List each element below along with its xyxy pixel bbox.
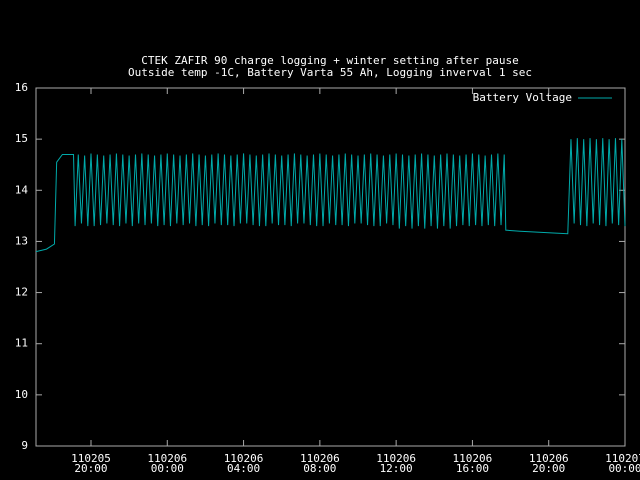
x-tick-label: 110206 [376,452,416,465]
data-line [35,138,626,253]
x-tick-label: 20:00 [532,462,565,475]
legend-label: Battery Voltage [473,91,572,104]
x-tick-label: 04:00 [227,462,260,475]
x-tick-label: 20:00 [74,462,107,475]
chart-subtitle: Outside temp -1C, Battery Varta 55 Ah, L… [128,66,532,79]
y-tick-label: 10 [15,388,28,401]
y-tick-label: 11 [15,337,28,350]
x-tick-label: 110206 [224,452,264,465]
x-tick-label: 110205 [71,452,111,465]
x-tick-label: 110206 [300,452,340,465]
y-tick-label: 13 [15,234,28,247]
x-tick-label: 110207 [605,452,640,465]
x-tick-label: 08:00 [303,462,336,475]
y-tick-label: 12 [15,286,28,299]
y-tick-label: 9 [21,439,28,452]
y-tick-label: 15 [15,132,28,145]
x-tick-label: 00:00 [608,462,640,475]
x-tick-label: 110206 [529,452,569,465]
x-tick-label: 110206 [147,452,187,465]
y-tick-label: 16 [15,81,28,94]
x-tick-label: 00:00 [151,462,184,475]
x-tick-label: 16:00 [456,462,489,475]
plot-border [35,87,626,447]
x-tick-label: 110206 [453,452,493,465]
y-tick-label: 14 [15,183,29,196]
x-tick-label: 12:00 [380,462,413,475]
chart-title: CTEK ZAFIR 90 charge logging + winter se… [141,54,519,67]
